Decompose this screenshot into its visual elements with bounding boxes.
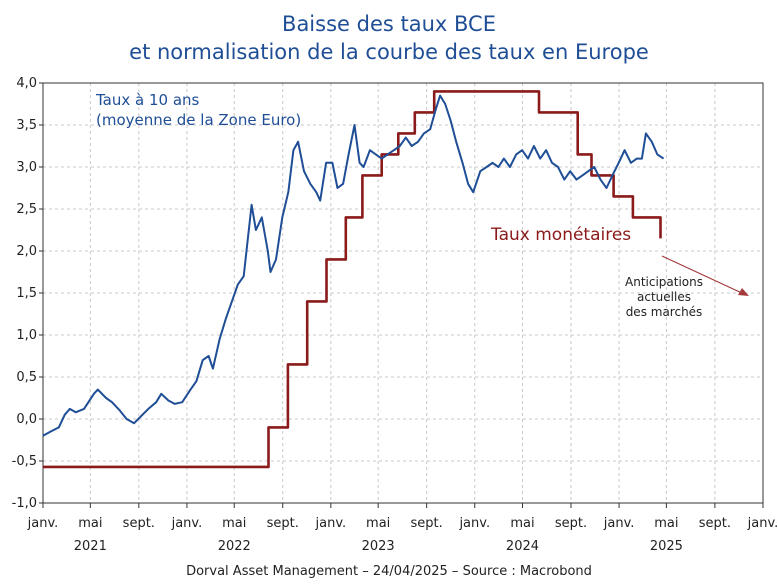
y-tick-label: 2,5 xyxy=(16,202,37,217)
monetary-rate-label: Taux monétaires xyxy=(490,225,631,245)
y-tick-label: -0,5 xyxy=(12,454,37,469)
anticipation-label-line-2: actuelles xyxy=(637,290,691,304)
x-year-label: 2021 xyxy=(74,539,107,554)
y-tick-label: 1,5 xyxy=(16,286,37,301)
anticipation-arrow-line xyxy=(661,255,745,295)
x-tick-label: mai xyxy=(510,516,534,531)
footer-source: Dorval Asset Management – 24/04/2025 – S… xyxy=(186,564,592,579)
anticipation-arrow-head xyxy=(738,288,749,296)
y-tick-label: 3,5 xyxy=(16,118,37,133)
ten-year-label-line-1: Taux à 10 ans xyxy=(95,91,200,109)
ten-year-label-line-2: (moyenne de la Zone Euro) xyxy=(96,111,301,129)
x-tick-label: sept. xyxy=(411,516,443,531)
x-tick-label: sept. xyxy=(267,516,299,531)
series-layer xyxy=(42,90,665,469)
anticipation-label-line-3: des marchés xyxy=(626,305,703,319)
x-tick-label: sept. xyxy=(555,516,587,531)
anticipation-label-line-1: Anticipations xyxy=(625,275,703,289)
x-tick-label: janv. xyxy=(603,516,635,531)
x-tick-label: mai xyxy=(78,516,102,531)
y-tick-label: 4,0 xyxy=(16,76,37,91)
series-1-line xyxy=(43,90,662,469)
chart-title-line-2: et normalisation de la courbe des taux e… xyxy=(129,40,649,64)
x-tick-label: mai xyxy=(654,516,678,531)
x-tick-label: sept. xyxy=(699,516,731,531)
x-tick-label: janv. xyxy=(171,516,203,531)
x-tick-label: janv. xyxy=(27,516,59,531)
y-tick-label: 0,5 xyxy=(16,370,37,385)
x-axis: janv. mai sept. janv. mai sept. janv. mai sept. j… xyxy=(27,503,778,554)
chart-title-line-1: Baisse des taux BCE xyxy=(282,12,496,36)
x-tick-label: janv. xyxy=(458,516,490,531)
y-tick-label: 3,0 xyxy=(16,160,37,175)
x-year-label: 2022 xyxy=(218,539,251,554)
y-tick-label: 2,0 xyxy=(16,244,37,259)
y-axis: 4,0 3,5 3,0 2,5 2,0 1,5 1,0 0,5 0,0 -0,5 -1,0 xyxy=(12,76,43,511)
y-tick-label: 1,0 xyxy=(16,328,37,343)
x-tick-label: mai xyxy=(222,516,246,531)
x-year-label: 2024 xyxy=(506,539,539,554)
x-year-label: 2025 xyxy=(650,539,683,554)
x-tick-label: janv. xyxy=(315,516,347,531)
series-0-line xyxy=(42,94,665,437)
y-tick-label: 0,0 xyxy=(16,412,37,427)
x-tick-label: janv. xyxy=(747,516,778,531)
x-tick-label: sept. xyxy=(123,516,155,531)
y-tick-label: -1,0 xyxy=(12,496,37,511)
x-year-label: 2023 xyxy=(362,539,395,554)
x-tick-label: mai xyxy=(366,516,390,531)
